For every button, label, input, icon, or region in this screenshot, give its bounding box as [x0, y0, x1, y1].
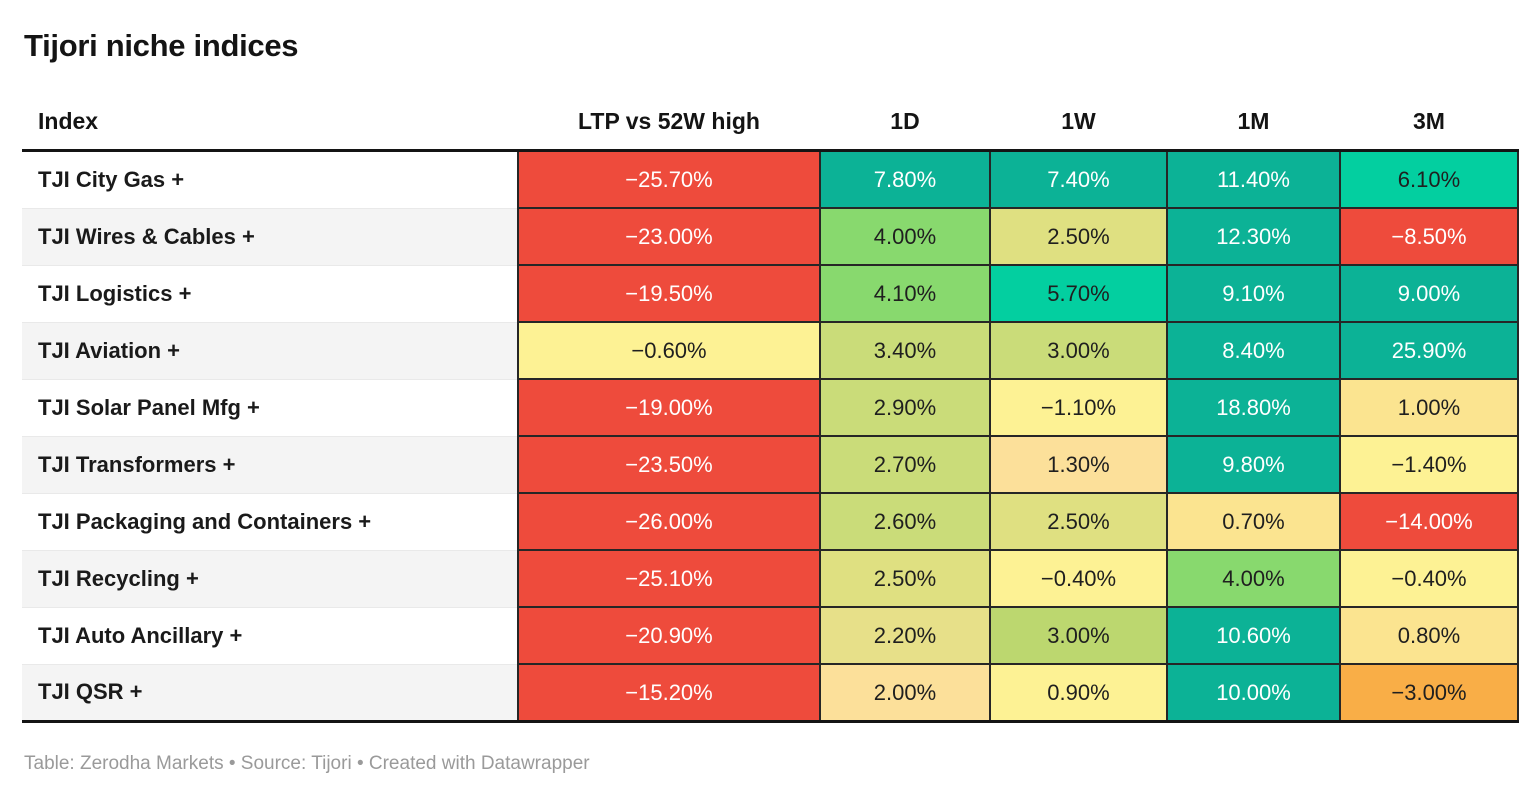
value-cell: 3.00%: [989, 606, 1168, 665]
index-name-cell[interactable]: TJI Packaging and Containers +: [22, 492, 518, 550]
value-cell: 8.40%: [1166, 321, 1341, 380]
table-row: TJI Recycling + −25.10% 2.50% −0.40% 4.00% −0…: [22, 549, 1519, 608]
value-cell: 0.70%: [1166, 492, 1341, 551]
value-cell: −0.40%: [1339, 549, 1519, 608]
value-cell: 10.60%: [1166, 606, 1341, 665]
indices-heatmap-table: Index LTP vs 52W high 1D 1W 1M 3M TJI Ci…: [22, 108, 1519, 723]
value-cell: −3.00%: [1339, 663, 1519, 723]
index-name-cell[interactable]: TJI Recycling +: [22, 549, 518, 607]
value-cell: 2.60%: [819, 492, 991, 551]
value-cell: −1.40%: [1339, 435, 1519, 494]
value-cell: −8.50%: [1339, 207, 1519, 266]
value-cell: 2.00%: [819, 663, 991, 723]
value-cell: 9.10%: [1166, 264, 1341, 323]
table-row: TJI City Gas + −25.70% 7.80% 7.40% 11.40% 6.1…: [22, 149, 1519, 209]
value-cell: 1.30%: [989, 435, 1168, 494]
column-header-1m: 1M: [1167, 108, 1340, 152]
value-cell: 25.90%: [1339, 321, 1519, 380]
index-name-cell[interactable]: TJI Transformers +: [22, 435, 518, 493]
value-cell: 0.90%: [989, 663, 1168, 723]
index-name-cell[interactable]: TJI City Gas +: [22, 150, 518, 208]
table-row: TJI Wires & Cables + −23.00% 4.00% 2.50% 12.…: [22, 207, 1519, 266]
value-cell: 3.00%: [989, 321, 1168, 380]
value-cell: −14.00%: [1339, 492, 1519, 551]
value-cell: 2.20%: [819, 606, 991, 665]
value-cell: 4.00%: [819, 207, 991, 266]
index-name-cell[interactable]: TJI Auto Ancillary +: [22, 606, 518, 664]
column-header-3m: 3M: [1340, 108, 1518, 152]
attribution-footer: Table: Zerodha Markets • Source: Tijori …: [24, 753, 590, 774]
index-name-cell[interactable]: TJI Logistics +: [22, 264, 518, 322]
value-cell: 2.50%: [989, 492, 1168, 551]
value-cell: −23.50%: [517, 435, 821, 494]
value-cell: 12.30%: [1166, 207, 1341, 266]
table-row: TJI Aviation + −0.60% 3.40% 3.00% 8.40% 25.90…: [22, 321, 1519, 380]
value-cell: −26.00%: [517, 492, 821, 551]
value-cell: −25.70%: [517, 149, 821, 209]
value-cell: −1.10%: [989, 378, 1168, 437]
value-cell: 4.00%: [1166, 549, 1341, 608]
value-cell: 2.90%: [819, 378, 991, 437]
value-cell: −19.50%: [517, 264, 821, 323]
table-row: TJI Auto Ancillary + −20.90% 2.20% 3.00% 10.…: [22, 606, 1519, 665]
value-cell: 11.40%: [1166, 149, 1341, 209]
value-cell: −25.10%: [517, 549, 821, 608]
value-cell: 4.10%: [819, 264, 991, 323]
column-header-ltp-vs-52w-high: LTP vs 52W high: [518, 108, 820, 152]
value-cell: −15.20%: [517, 663, 821, 723]
value-cell: 0.80%: [1339, 606, 1519, 665]
value-cell: 7.40%: [989, 149, 1168, 209]
value-cell: 7.80%: [819, 149, 991, 209]
table-row: TJI Packaging and Containers + −26.00% 2.6…: [22, 492, 1519, 551]
value-cell: −0.60%: [517, 321, 821, 380]
table-header: Index LTP vs 52W high 1D 1W 1M 3M: [22, 108, 1518, 152]
value-cell: −19.00%: [517, 378, 821, 437]
value-cell: −0.40%: [989, 549, 1168, 608]
column-header-index: Index: [22, 108, 518, 152]
value-cell: 9.00%: [1339, 264, 1519, 323]
value-cell: −20.90%: [517, 606, 821, 665]
value-cell: 2.50%: [819, 549, 991, 608]
value-cell: 10.00%: [1166, 663, 1341, 723]
value-cell: 9.80%: [1166, 435, 1341, 494]
page-title: Tijori niche indices: [24, 28, 299, 63]
column-header-1d: 1D: [820, 108, 990, 152]
index-name-cell[interactable]: TJI Wires & Cables +: [22, 207, 518, 265]
header-row: Index LTP vs 52W high 1D 1W 1M 3M: [22, 108, 1518, 152]
table-body: TJI City Gas + −25.70% 7.80% 7.40% 11.40% 6.1…: [22, 149, 1519, 723]
value-cell: 5.70%: [989, 264, 1168, 323]
index-name-cell[interactable]: TJI Solar Panel Mfg +: [22, 378, 518, 436]
value-cell: −23.00%: [517, 207, 821, 266]
value-cell: 3.40%: [819, 321, 991, 380]
table-row: TJI Logistics + −19.50% 4.10% 5.70% 9.10% 9.0…: [22, 264, 1519, 323]
table-row: TJI Transformers + −23.50% 2.70% 1.30% 9.80%…: [22, 435, 1519, 494]
index-name-cell[interactable]: TJI QSR +: [22, 663, 518, 723]
value-cell: 1.00%: [1339, 378, 1519, 437]
index-name-cell[interactable]: TJI Aviation +: [22, 321, 518, 379]
table-row: TJI Solar Panel Mfg + −19.00% 2.90% −1.10% 1…: [22, 378, 1519, 437]
value-cell: 2.70%: [819, 435, 991, 494]
column-header-1w: 1W: [990, 108, 1167, 152]
table-row: TJI QSR + −15.20% 2.00% 0.90% 10.00% −3.00%: [22, 663, 1519, 723]
value-cell: 18.80%: [1166, 378, 1341, 437]
value-cell: 2.50%: [989, 207, 1168, 266]
value-cell: 6.10%: [1339, 149, 1519, 209]
